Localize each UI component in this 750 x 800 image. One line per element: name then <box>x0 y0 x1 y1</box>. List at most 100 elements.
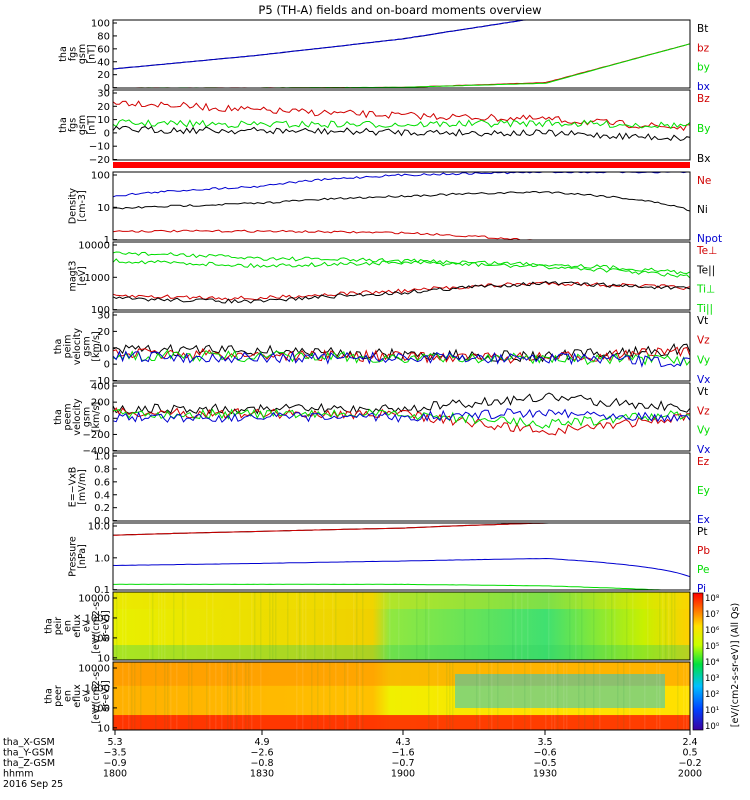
y-tick-label: −20 <box>89 155 110 166</box>
spectrogram-stripe <box>593 662 595 730</box>
x-tick-label: 4.3 <box>395 737 410 748</box>
y-tick-label: −10 <box>89 142 110 153</box>
spectrogram-stripe <box>221 662 223 730</box>
spectrogram-stripe <box>662 592 664 660</box>
series-bz <box>112 43 691 89</box>
series-Ti⊥ <box>112 251 691 275</box>
legend-Pe: Pe <box>697 564 709 576</box>
spectrogram-stripe <box>428 662 430 730</box>
spectrogram-stripe <box>125 592 127 660</box>
panel-peir-spectrogram: 10000 1000 100 10 thapeirenefluxeV[eV/(cm2-s… <box>44 591 691 664</box>
spectrogram-stripe <box>557 662 559 730</box>
legend-Te||: Te|| <box>696 264 715 276</box>
spectrogram-stripe <box>335 592 337 660</box>
x-row-label: tha_X-GSM <box>3 737 55 748</box>
spectrogram-stripe <box>593 592 595 660</box>
y-tick-label: 1000 <box>85 273 110 284</box>
series-Te|| <box>112 280 691 304</box>
spectrogram-stripe <box>140 662 142 730</box>
y-tick-label: 400 <box>91 382 110 393</box>
x-tick-label: 2000 <box>678 769 702 780</box>
spectrogram-stripe <box>245 662 247 730</box>
spectrogram-stripe <box>617 662 619 730</box>
x-row-label: hhmm <box>3 769 34 780</box>
x-tick-label: 0.5 <box>682 748 697 759</box>
spectrogram-stripe <box>416 592 418 660</box>
y-tick-label: 1.0 <box>94 553 110 564</box>
y-axis-label: gsm <box>77 44 88 64</box>
spectrogram-stripe <box>659 592 661 660</box>
panel-frame <box>112 661 691 731</box>
spectrogram-stripe <box>512 592 514 660</box>
spectrogram-stripe <box>302 662 304 730</box>
spectrogram-stripe <box>353 592 355 660</box>
colorbar-tick-label: 10⁰ <box>705 722 720 732</box>
y-axis-label: sr-eV)] <box>101 680 112 711</box>
spectrogram-fill <box>113 592 690 660</box>
spectrogram-stripe <box>581 592 583 660</box>
spectrogram-stripe <box>551 662 553 730</box>
series-by <box>113 43 691 89</box>
spectrogram-stripe <box>632 592 634 660</box>
y-axis-label: tha <box>58 46 69 62</box>
legend-Vt: Vt <box>697 315 708 327</box>
spectrogram-stripe <box>677 662 679 730</box>
legend-Ez: Ez <box>697 456 710 468</box>
y-tick-label: 0.4 <box>94 490 110 501</box>
panel-frame <box>112 171 691 241</box>
spectrogram-stripe <box>665 592 667 660</box>
spectrogram-stripe <box>182 592 184 660</box>
spectrogram-stripe <box>116 592 118 660</box>
y-axis-label: [cm-3] <box>77 190 88 221</box>
legend-By: By <box>697 123 710 135</box>
spectrogram-stripe <box>347 662 349 730</box>
y-tick-label: 10000 <box>78 241 110 252</box>
spectrogram-stripe <box>554 662 556 730</box>
spectrogram-stripe <box>317 662 319 730</box>
y-tick-label: 1000 <box>85 683 110 694</box>
y-axis-label: gsm <box>82 336 93 356</box>
y-tick-label: 10 <box>97 115 110 126</box>
legend-Vz: Vz <box>697 405 710 417</box>
legend-Pb: Pb <box>697 545 710 557</box>
y-axis-label: fgs <box>67 47 78 61</box>
x-tick-label: 3.5 <box>537 737 552 748</box>
spectrogram-stripe <box>113 662 115 730</box>
y-tick-label: 0.1 <box>94 585 110 596</box>
spectrogram-stripe <box>155 662 157 730</box>
legend-Vx: Vx <box>697 374 710 386</box>
y-tick-label: 0.8 <box>94 464 110 475</box>
y-axis-label: Density <box>67 188 78 224</box>
spectrogram-stripe <box>149 592 151 660</box>
y-axis-label: eflux <box>72 684 83 708</box>
spectrogram-stripe <box>233 662 235 730</box>
x-tick-label: 5.3 <box>107 737 122 748</box>
y-axis-label: [eV/(cm2-s- <box>91 598 102 653</box>
y-tick-label: 10 <box>97 723 110 734</box>
spectrogram-stripe <box>629 662 631 730</box>
spectrogram-stripe <box>188 662 190 730</box>
y-axis-label: peir <box>53 617 64 636</box>
spectrogram-stripe <box>479 662 481 730</box>
spectrogram-stripe <box>206 662 208 730</box>
y-axis-label: E=−VxB <box>67 467 78 508</box>
colorbar-label: [eV/(cm2-s-sr-eV)] (All Qs) <box>730 603 741 727</box>
spectrogram-stripe <box>569 592 571 660</box>
y-axis-label: tha <box>44 618 55 634</box>
y-tick-label: 100 <box>91 19 110 30</box>
spectrogram-stripe <box>272 592 274 660</box>
spectrogram-stripe <box>164 592 166 660</box>
spectrogram-stripe <box>329 662 331 730</box>
y-tick-label: 0 <box>104 414 110 425</box>
y-axis-label: peer <box>53 685 64 707</box>
legend-Bz: Bz <box>697 93 710 105</box>
y-tick-label: 20 <box>97 327 110 338</box>
spectrogram-stripe <box>299 592 301 660</box>
spectrogram-stripe <box>671 592 673 660</box>
spectrogram-stripe <box>398 592 400 660</box>
spectrogram-stripe <box>152 592 154 660</box>
spectrogram-stripe <box>686 662 688 730</box>
spectrogram-stripe <box>512 662 514 730</box>
